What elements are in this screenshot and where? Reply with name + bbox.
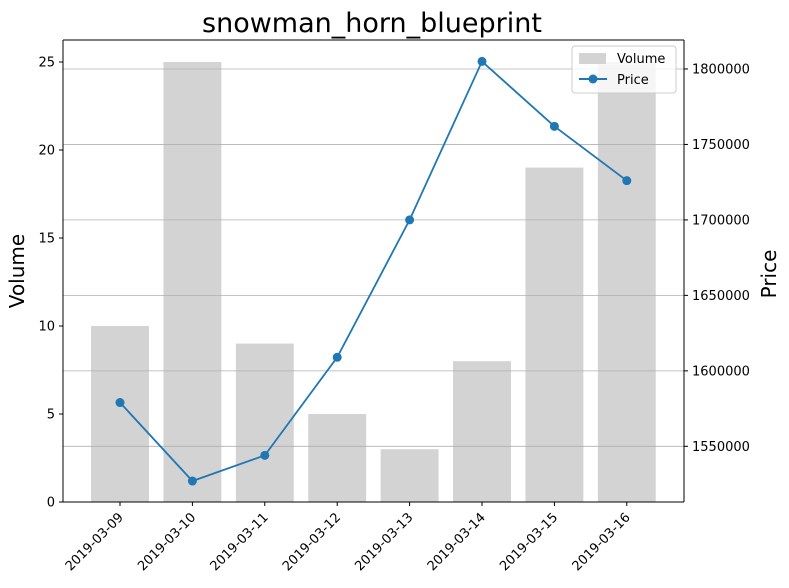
y-tick-label-left-5: 5 <box>47 408 55 423</box>
y-tick-label-right-1550000: 1550000 <box>692 440 750 455</box>
legend-label-price: Price <box>617 73 649 88</box>
y-tick-label-right-1650000: 1650000 <box>692 289 750 304</box>
y-tick-label-left-20: 20 <box>38 144 55 159</box>
grid-layer <box>63 68 684 447</box>
y-tick-label-right-1750000: 1750000 <box>692 138 750 153</box>
x-tick-label-2019-03-13: 2019-03-13 <box>352 510 416 574</box>
line-layer <box>115 56 632 486</box>
price-point-2019-03-16 <box>622 176 632 186</box>
bar-volume-2019-03-11 <box>235 343 294 502</box>
price-point-2019-03-12 <box>332 352 342 362</box>
bar-volume-2019-03-15 <box>525 167 584 502</box>
y-tick-label-left-10: 10 <box>38 320 55 335</box>
legend-swatch-volume <box>579 53 606 64</box>
bars-layer <box>91 62 656 502</box>
legend-label-volume: Volume <box>617 52 665 67</box>
bar-volume-2019-03-14 <box>453 361 511 502</box>
x-tick-label-2019-03-09: 2019-03-09 <box>63 510 127 574</box>
bar-volume-2019-03-16 <box>597 62 656 502</box>
bar-volume-2019-03-13 <box>380 449 439 502</box>
price-point-2019-03-11 <box>260 450 270 460</box>
y-axis-title-right: Price <box>757 250 781 299</box>
bar-volume-2019-03-12 <box>308 414 367 502</box>
y-tick-label-left-15: 15 <box>38 232 55 247</box>
price-point-2019-03-10 <box>187 476 197 486</box>
price-point-2019-03-09 <box>115 398 125 408</box>
bar-volume-2019-03-09 <box>91 326 149 502</box>
y-tick-label-left-25: 25 <box>38 56 55 71</box>
x-tick-label-2019-03-10: 2019-03-10 <box>135 510 199 574</box>
price-point-2019-03-15 <box>549 121 559 131</box>
x-tick-label-2019-03-14: 2019-03-14 <box>425 510 489 574</box>
y-tick-label-left-0: 0 <box>47 496 55 511</box>
legend-marker-price <box>588 74 598 84</box>
x-tick-label-2019-03-12: 2019-03-12 <box>280 510 344 574</box>
y-tick-label-right-1700000: 1700000 <box>692 213 750 228</box>
legend: Volume Price <box>571 45 677 94</box>
x-tick-label-2019-03-15: 2019-03-15 <box>497 510 561 574</box>
price-line <box>119 59 628 483</box>
price-point-2019-03-13 <box>405 215 415 225</box>
x-tick-label-2019-03-16: 2019-03-16 <box>570 510 634 574</box>
chart-title: snowman_horn_blueprint <box>202 8 542 39</box>
bar-volume-2019-03-10 <box>163 62 222 502</box>
axes-layer: 0 5 10 15 20 25 1550000 1600000 1650000 1700000 17… <box>38 39 750 574</box>
price-point-2019-03-14 <box>477 56 487 66</box>
y-tick-label-right-1600000: 1600000 <box>692 364 750 379</box>
x-tick-label-2019-03-11: 2019-03-11 <box>208 510 272 574</box>
y-axis-title-left: Volume <box>5 234 29 308</box>
y-tick-label-right-1800000: 1800000 <box>692 62 750 77</box>
